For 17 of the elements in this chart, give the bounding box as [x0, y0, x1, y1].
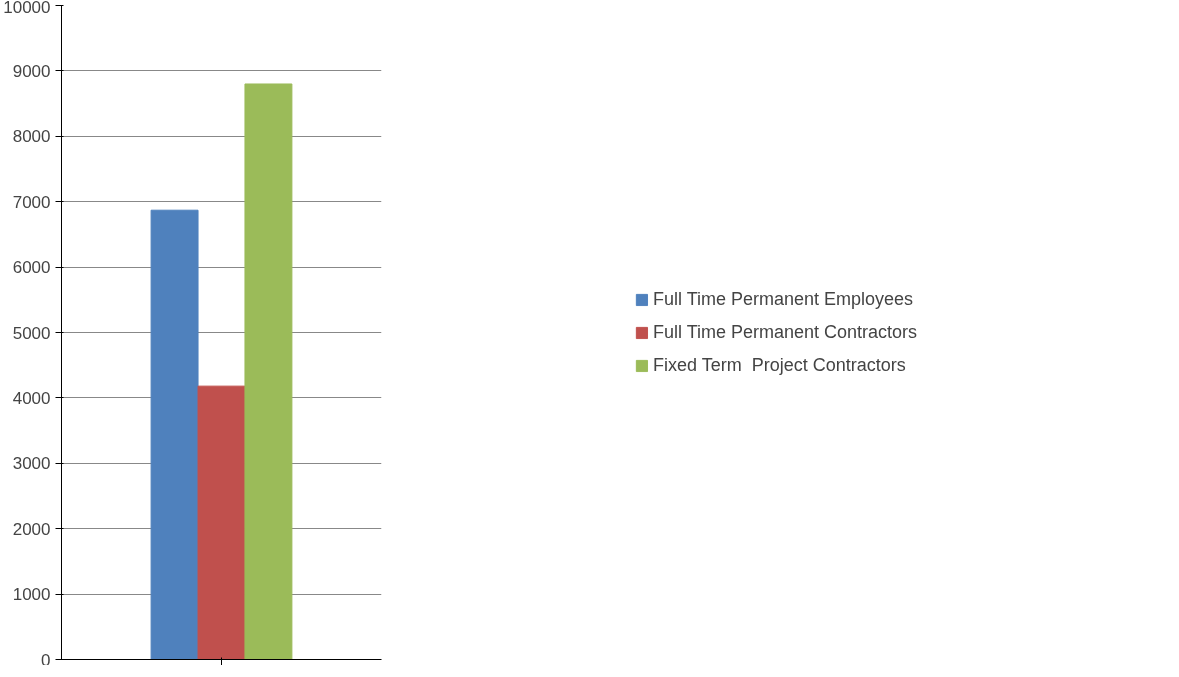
y-tick-label: 3000 [12, 454, 51, 474]
y-tick-label: 2000 [12, 519, 51, 539]
bar [244, 83, 293, 660]
legend-label: Fixed Term Project Contractors [652, 354, 906, 376]
y-tick-label: 7000 [12, 192, 51, 212]
y-tick-label: 6000 [12, 258, 51, 278]
bar [150, 209, 199, 660]
legend-label: Full Time Permanent Contractors [652, 321, 918, 343]
y-tick-label: 8000 [12, 127, 51, 147]
y-tick-label: 9000 [12, 61, 51, 81]
y-tick-label: 10000 [3, 0, 51, 17]
y-tick-label: 1000 [12, 585, 51, 605]
y-tick-label: 0 [41, 650, 51, 670]
y-tick-label: 4000 [12, 388, 51, 408]
legend-label: Full Time Permanent Employees [652, 288, 914, 310]
bar [197, 385, 246, 660]
y-tick-label: 5000 [12, 323, 51, 343]
